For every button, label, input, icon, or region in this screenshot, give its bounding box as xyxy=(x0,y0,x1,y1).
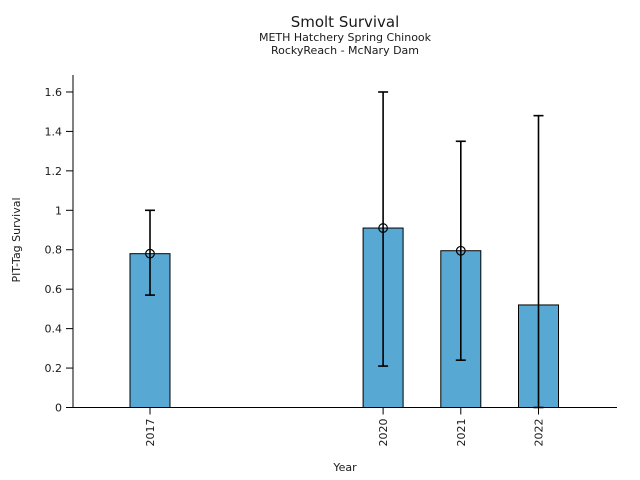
y-axis-label: PIT-Tag Survival xyxy=(10,197,23,282)
chart-subtitle-1: METH Hatchery Spring Chinook xyxy=(259,31,432,44)
chart-subtitle-2: RockyReach - McNary Dam xyxy=(271,44,419,57)
x-tick-label: 2022 xyxy=(533,419,546,447)
y-tick-label: 1.4 xyxy=(45,125,63,138)
chart-title: Smolt Survival xyxy=(291,13,400,31)
chart-content: 0 0.2 0.4 0.6 0.8 1 1.2 1.4 1.6 2017 2020 2021 2022 xyxy=(45,75,617,447)
point-marker xyxy=(145,248,155,259)
y-tick-label: 1.6 xyxy=(45,86,63,99)
x-axis-label: Year xyxy=(332,461,357,474)
y-tick-label: 0.4 xyxy=(45,323,63,336)
y-tick-label: 1 xyxy=(55,204,62,217)
point-marker xyxy=(455,245,466,256)
y-tick-label: 0 xyxy=(55,402,62,415)
x-tick-label: 2017 xyxy=(144,419,157,447)
y-tick-label: 0.2 xyxy=(45,362,63,375)
y-tick-label: 0.8 xyxy=(45,244,63,257)
x-tick-label: 2020 xyxy=(377,419,390,447)
x-tick-label: 2021 xyxy=(455,419,468,447)
point-marker xyxy=(378,223,389,233)
y-tick-label: 1.2 xyxy=(45,165,63,178)
y-tick-label: 0.6 xyxy=(45,283,63,296)
